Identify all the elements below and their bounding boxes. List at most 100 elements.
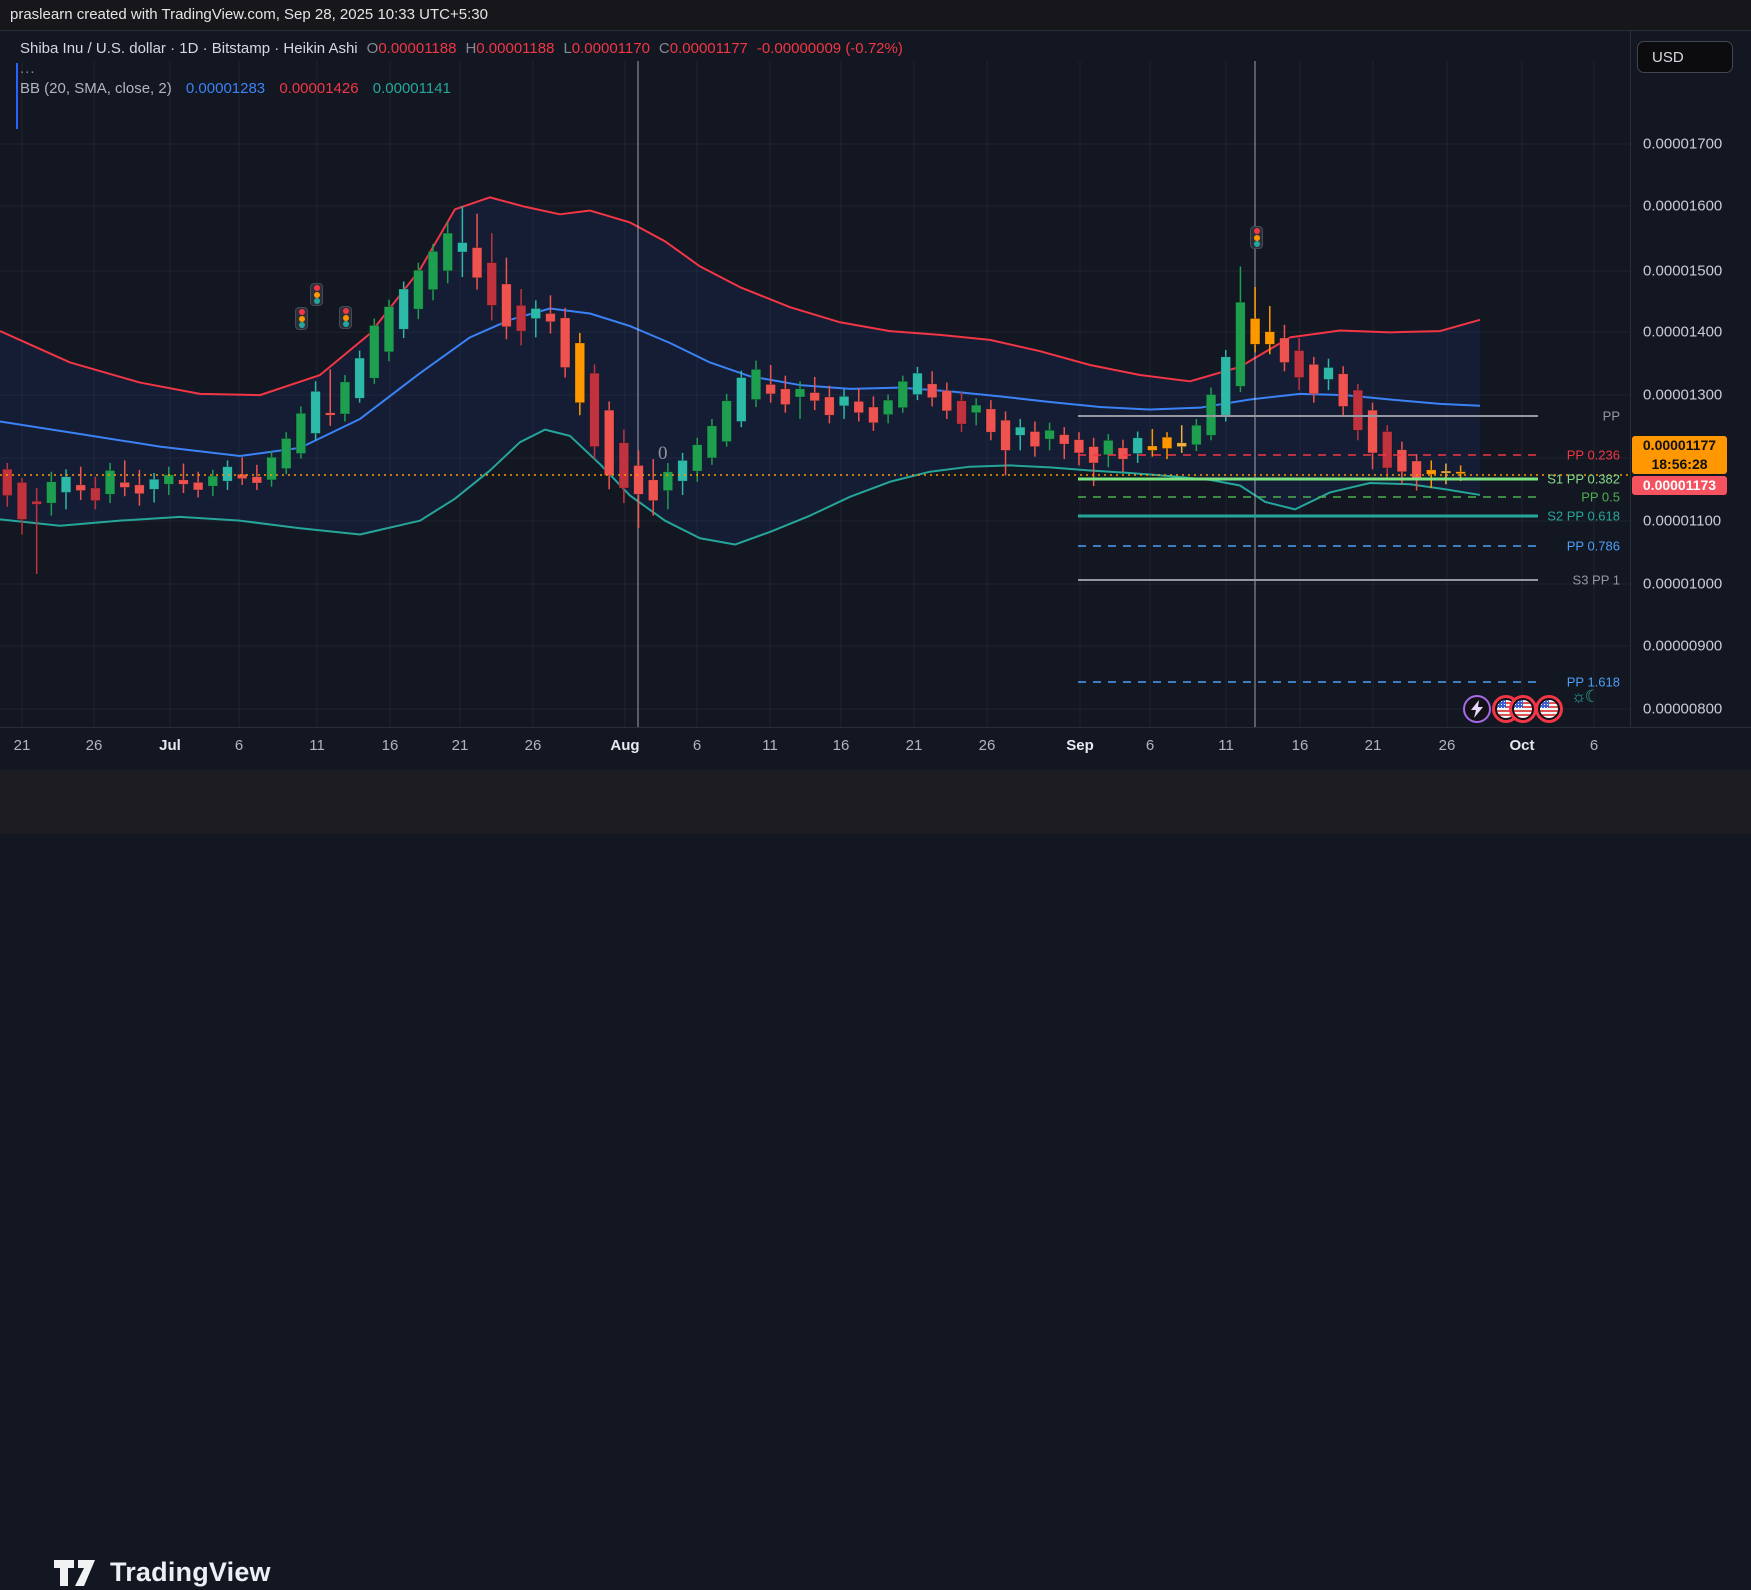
bb-indicator-row[interactable]: BB (20, SMA, close, 2) 0.00001283 0.0000… <box>20 79 903 99</box>
chart-area[interactable]: Shiba Inu / U.S. dollar · 1D · Bitstamp … <box>0 30 1751 772</box>
traffic-light-marker[interactable] <box>295 307 308 330</box>
price-axis-label: 0.00001700 <box>1643 135 1723 153</box>
fib-zero-label[interactable]: 0 <box>658 443 668 464</box>
candle-body <box>1382 431 1393 469</box>
candle-body <box>1338 373 1349 407</box>
candle-body <box>589 372 600 447</box>
close-value: 0.00001177 <box>669 40 748 57</box>
us-flag-event-icon[interactable] <box>1535 695 1563 723</box>
pivot-label: PP 0.5 <box>1581 489 1620 505</box>
time-axis-label: Oct <box>1509 737 1535 754</box>
close-label: C <box>658 40 670 57</box>
candle-body <box>60 476 72 493</box>
price-axis-label: 0.00000800 <box>1643 700 1723 718</box>
candle-body <box>1220 356 1231 416</box>
time-axis-label: Aug <box>610 737 640 754</box>
bb-upper-value: 0.00001426 <box>279 80 359 97</box>
candle-body <box>178 479 189 485</box>
price-axis-label: 0.00001600 <box>1643 197 1723 215</box>
traffic-light-marker[interactable] <box>1250 226 1263 249</box>
time-axis-label: 6 <box>1145 737 1155 754</box>
candle-body <box>706 425 718 459</box>
traffic-light-dot <box>1253 241 1260 248</box>
tradingview-logo[interactable]: TradingView <box>52 1554 271 1590</box>
candle-body <box>956 400 967 425</box>
traffic-light-dot <box>313 291 320 298</box>
candle-body <box>515 305 527 332</box>
candle-body <box>1117 447 1129 460</box>
candle-body <box>604 409 615 476</box>
candle-body <box>794 388 806 398</box>
candle-body <box>471 247 483 279</box>
candle-body <box>1015 426 1026 436</box>
price-axis-label: 0.00001100 <box>1643 512 1722 530</box>
plot-layer <box>0 61 1630 757</box>
currency-toggle-button[interactable]: USD <box>1637 41 1733 73</box>
time-axis-label: 21 <box>905 737 923 754</box>
traffic-light-marker[interactable] <box>339 306 352 329</box>
legend-more-ellipsis[interactable]: ... <box>20 60 36 77</box>
bb-fill <box>0 197 1480 545</box>
candle-body <box>237 473 248 479</box>
candle-body <box>1132 437 1143 454</box>
time-axis-label: 26 <box>1438 737 1456 754</box>
candle-body <box>692 444 703 472</box>
candle-body <box>618 442 629 489</box>
candle-body <box>2 468 13 496</box>
candle-body <box>339 381 351 415</box>
candle-body <box>193 482 204 491</box>
candle-body <box>1294 350 1305 378</box>
candle-body <box>912 372 923 395</box>
pivot-label: PP <box>1602 408 1620 424</box>
candle-body <box>941 390 952 412</box>
traffic-light-marker[interactable] <box>310 283 323 306</box>
time-axis[interactable]: 21 26 Jul 6 11 16 21 26 Aug 6 11 16 21 26 Sep 6 11 16 21 26… <box>0 727 1751 772</box>
candle-body <box>1426 469 1437 475</box>
footer-bar: TradingView <box>0 770 1751 1587</box>
time-axis-label: 26 <box>85 737 103 754</box>
candle-body <box>809 392 820 402</box>
us-flag-image <box>1514 700 1532 718</box>
time-axis-label: 11 <box>762 737 778 754</box>
pivot-label: PP 0.236 <box>1566 447 1620 463</box>
high-label: H <box>465 40 477 57</box>
candle-body <box>90 487 101 501</box>
us-flag-image <box>1540 700 1558 718</box>
candle-body <box>1205 394 1217 436</box>
last-price-tag: 0.00001173 <box>1632 476 1727 495</box>
symbol-title[interactable]: Shiba Inu / U.S. dollar · 1D · Bitstamp … <box>20 40 358 57</box>
time-axis-label: 6 <box>234 737 244 754</box>
time-axis-label: 11 <box>309 737 325 754</box>
traffic-light-dot <box>1253 234 1260 241</box>
candle-body <box>1396 449 1407 473</box>
time-axis-label: 26 <box>524 737 542 754</box>
candle-body <box>281 438 292 469</box>
sun-moon-icon[interactable]: ☼☾ <box>1571 687 1600 706</box>
candle-body <box>501 283 512 327</box>
bb-upper-line <box>0 196 1481 397</box>
candle-body <box>413 269 424 310</box>
candle-body <box>383 306 395 353</box>
pivot-label: S1 PP 0.382 <box>1547 471 1620 487</box>
candle-body <box>897 381 908 408</box>
candle-body <box>985 408 996 433</box>
candle-body <box>545 313 556 322</box>
open-value: 0.00001188 <box>378 40 457 57</box>
candle-body <box>853 401 864 413</box>
candle-body <box>721 400 732 442</box>
bb-indicator-name[interactable]: BB (20, SMA, close, 2) <box>20 80 172 97</box>
traffic-light-dot <box>298 315 305 322</box>
traffic-light-dot <box>298 322 305 329</box>
candle-body <box>398 288 409 330</box>
candle-body <box>354 357 365 399</box>
lightning-event-icon[interactable] <box>1463 695 1491 723</box>
us-flag-event-icon[interactable] <box>1509 695 1537 723</box>
time-axis-label: 6 <box>1589 737 1599 754</box>
symbol-row[interactable]: Shiba Inu / U.S. dollar · 1D · Bitstamp … <box>20 39 903 59</box>
candle-body <box>325 412 336 416</box>
pivot-label: S2 PP 0.618 <box>1547 508 1620 524</box>
candle-body <box>1308 364 1319 395</box>
candle-body <box>442 232 453 272</box>
candle-body <box>824 396 835 416</box>
price-axis[interactable]: 0.00001700 0.00001600 0.00001500 0.00001400… <box>1630 31 1751 757</box>
